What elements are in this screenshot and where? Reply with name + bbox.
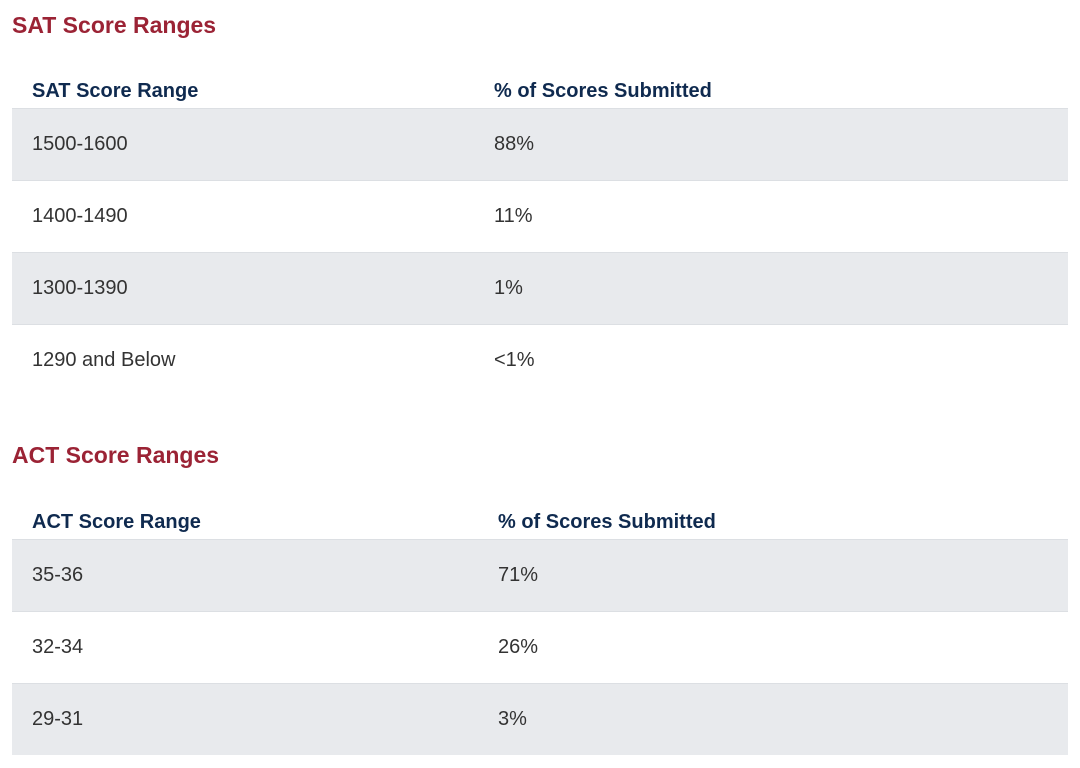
column-header-percent: % of Scores Submitted <box>498 510 716 533</box>
table-row: 1500-1600 88% <box>12 107 1068 180</box>
score-range-cell: 1290 and Below <box>12 323 474 396</box>
table-header-row: ACT Score Range % of Scores Submitted <box>12 504 1068 539</box>
percent-cell: 88% <box>474 107 1068 180</box>
score-range-cell: 1500-1600 <box>12 107 474 180</box>
percent-cell: 26% <box>478 610 1068 683</box>
sat-score-table: SAT Score Range % of Scores Submitted 15… <box>12 73 1068 396</box>
act-section-title: ACT Score Ranges <box>12 442 220 468</box>
score-range-cell: 29-31 <box>12 682 478 755</box>
table-row: 1400-1490 11% <box>12 179 1068 252</box>
column-header-range: SAT Score Range <box>32 79 199 102</box>
table-row: 1300-1390 1% <box>12 251 1068 324</box>
table-row: 35-36 71% <box>12 538 1068 611</box>
table-row: 32-34 26% <box>12 610 1068 683</box>
score-range-cell: 35-36 <box>12 538 478 611</box>
table-row: 1290 and Below <1% <box>12 323 1068 396</box>
percent-cell: 1% <box>474 251 1068 324</box>
percent-cell: <1% <box>474 323 1068 396</box>
percent-cell: 71% <box>478 538 1068 611</box>
table-header-row: SAT Score Range % of Scores Submitted <box>12 73 1068 108</box>
act-score-table: ACT Score Range % of Scores Submitted 35… <box>12 504 1068 755</box>
score-range-cell: 1300-1390 <box>12 251 474 324</box>
percent-cell: 11% <box>474 179 1068 252</box>
sat-section-title: SAT Score Ranges <box>12 12 217 38</box>
column-header-range: ACT Score Range <box>32 510 201 533</box>
column-header-percent: % of Scores Submitted <box>494 79 712 102</box>
score-range-cell: 1400-1490 <box>12 179 474 252</box>
percent-cell: 3% <box>478 682 1068 755</box>
score-range-cell: 32-34 <box>12 610 478 683</box>
table-row: 29-31 3% <box>12 682 1068 755</box>
